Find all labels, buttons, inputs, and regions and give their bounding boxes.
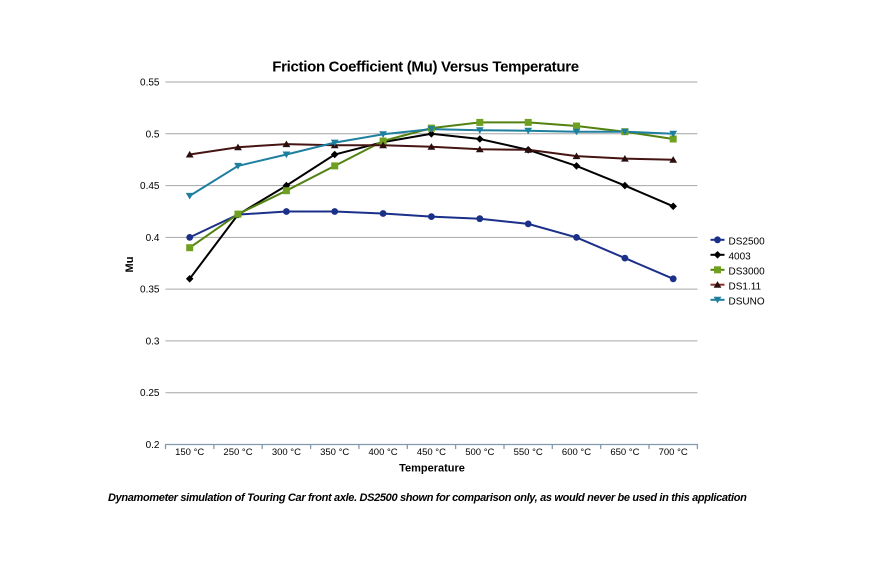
svg-text:Dynamometer simulation of Tour: Dynamometer simulation of Touring Car fr…	[108, 492, 747, 504]
svg-text:150 °C: 150 °C	[175, 447, 204, 458]
svg-text:0.2: 0.2	[146, 440, 160, 451]
svg-text:0.3: 0.3	[146, 336, 160, 347]
svg-text:Friction Coefficient (Mu) Vers: Friction Coefficient (Mu) Versus Tempera…	[272, 59, 579, 76]
svg-text:DS3000: DS3000	[729, 267, 766, 278]
svg-text:500 °C: 500 °C	[465, 447, 494, 458]
svg-text:DS1.11: DS1.11	[729, 281, 762, 292]
svg-text:0.4: 0.4	[146, 233, 160, 244]
svg-text:0.25: 0.25	[140, 388, 160, 399]
svg-text:600 °C: 600 °C	[562, 447, 591, 458]
svg-text:300 °C: 300 °C	[272, 447, 301, 458]
svg-text:700 °C: 700 °C	[659, 447, 688, 458]
svg-text:Mu: Mu	[124, 257, 136, 273]
svg-text:0.55: 0.55	[140, 78, 160, 89]
svg-text:0.35: 0.35	[140, 285, 160, 296]
svg-text:650 °C: 650 °C	[610, 447, 639, 458]
svg-text:Temperature: Temperature	[399, 463, 465, 475]
svg-text:350 °C: 350 °C	[320, 447, 349, 458]
svg-text:400 °C: 400 °C	[369, 447, 398, 458]
svg-text:0.5: 0.5	[146, 129, 160, 140]
svg-text:DSUNO: DSUNO	[729, 297, 765, 308]
svg-text:0.45: 0.45	[140, 181, 160, 192]
svg-text:DS2500: DS2500	[729, 237, 766, 248]
svg-text:250 °C: 250 °C	[223, 447, 252, 458]
svg-text:450 °C: 450 °C	[417, 447, 446, 458]
svg-text:4003: 4003	[729, 252, 752, 263]
svg-text:550 °C: 550 °C	[514, 447, 543, 458]
